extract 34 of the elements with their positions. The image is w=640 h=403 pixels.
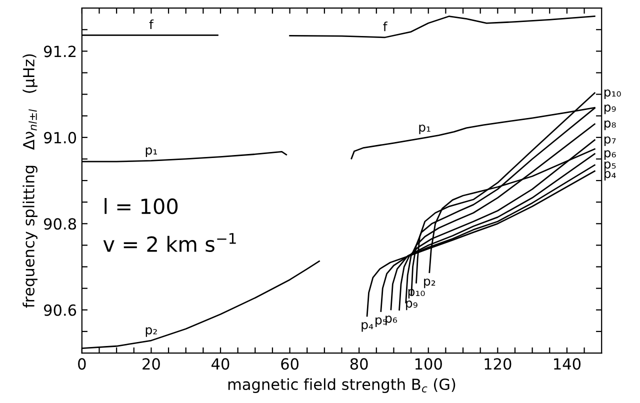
y-tick-label: 90.8 [44,218,76,230]
x-tick-label: 40 [212,358,230,370]
x-tick-label: 140 [554,358,581,370]
x-tick-label: 120 [484,358,512,370]
text: frequency splitting Δν$_{nl±l}$ (μHz) [22,54,38,308]
annotation: f [383,22,388,32]
y-tick-label: 91.2 [44,46,76,58]
x-tick-label: 0 [78,358,86,370]
annotation: p₈ [604,120,616,130]
annotation: p₆ [386,316,398,326]
annotation: p₄ [362,322,374,332]
annotation: p₁₀ [604,89,621,100]
x-tick-label: 80 [350,358,368,370]
annotation: p₉ [604,104,616,114]
annotation: p₄ [604,170,616,181]
x-tick-label: 100 [415,358,442,370]
y-tick-label: 91.0 [44,132,76,144]
annotation: p₆ [604,150,616,160]
x-tick-label: 20 [142,358,160,370]
annotation: p₁ [419,124,430,134]
annotation: p₅ [604,161,616,172]
x-tick-label: 60 [281,358,298,370]
annotation: p₂ [146,327,157,337]
annotation: p₅ [376,317,387,327]
x-axis-title: magnetic field strength B$_{c}$ (G) [228,378,456,394]
annotation: p₉ [406,300,418,310]
annotation: l = 100 [104,198,178,214]
annotation: v = 2 km s$^{−1}$ [103,233,236,252]
y-tick-label: 90.6 [44,304,76,316]
annotation: p₁ [146,147,157,158]
annotation: p₁₀ [408,288,425,299]
annotation: p₇ [604,136,616,146]
annotation: p₂ [424,278,436,288]
annotation: f [149,19,154,29]
